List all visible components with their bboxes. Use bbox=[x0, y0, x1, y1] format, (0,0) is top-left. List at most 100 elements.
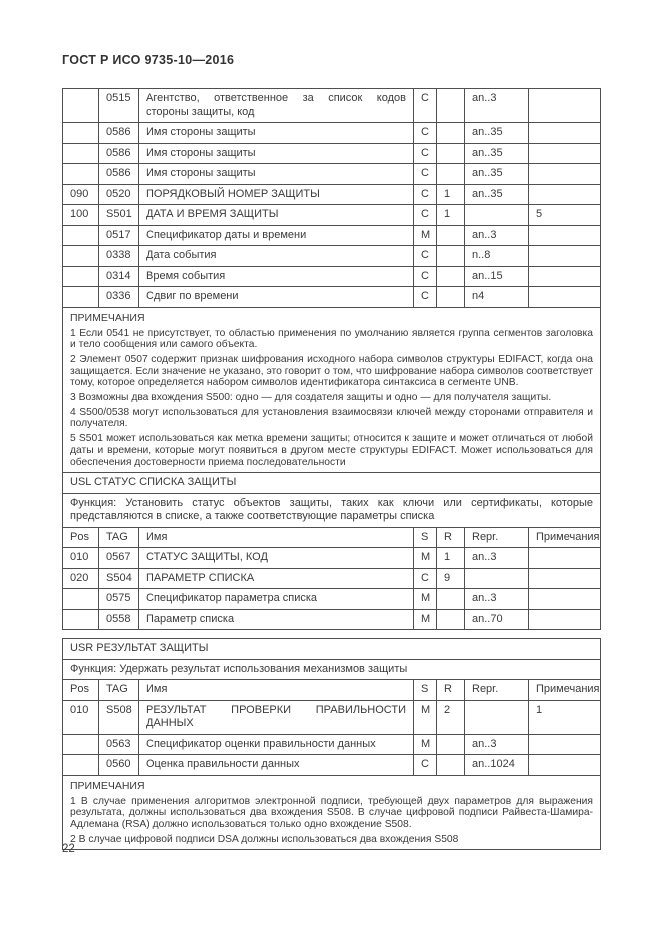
usr-notes-cell: ПРИМЕЧАНИЯ 1 В случае применения алгорит… bbox=[61, 774, 602, 851]
table-cell: 0520 bbox=[98, 183, 139, 205]
usl-function-text: Функция: Установить статус объектов защи… bbox=[62, 492, 601, 528]
table-cell: an..35 bbox=[464, 142, 529, 164]
table-cell: Сдвиг по времени bbox=[138, 286, 414, 308]
table-cell: 010 bbox=[62, 699, 99, 735]
table-cell bbox=[62, 122, 99, 144]
column-header: S bbox=[413, 526, 437, 549]
table-cell bbox=[62, 608, 99, 631]
usd-security-segment-table: 0515 Агентство, ответственное за список к… bbox=[62, 88, 601, 631]
usr-function-text: Функция: Удержать результат использовани… bbox=[61, 658, 602, 680]
column-header: Имя bbox=[138, 526, 414, 549]
table-cell: Оценка правильности данных bbox=[138, 754, 414, 776]
table-cell: 0586 bbox=[98, 163, 139, 185]
table-cell bbox=[436, 142, 465, 164]
table-cell: C bbox=[413, 567, 437, 590]
table-cell bbox=[527, 733, 602, 755]
table-row: 010 S508 РЕЗУЛЬТАТ ПРОВЕРКИ ПРАВИЛЬНОСТИ Д… bbox=[62, 699, 602, 735]
column-header: Repr. bbox=[464, 679, 529, 701]
page-number: 22 bbox=[62, 843, 75, 855]
table-cell bbox=[62, 588, 99, 610]
table-cell: C bbox=[413, 245, 437, 267]
table-cell bbox=[62, 224, 99, 246]
usr-notes-section: ПРИМЕЧАНИЯ 1 В случае применения алгорит… bbox=[61, 774, 602, 851]
usr-column-header-row: Pos TAG Имя S R Repr. Примечания bbox=[62, 679, 602, 701]
table-cell: Спецификатор даты и времени bbox=[138, 224, 414, 246]
table-cell: 5 bbox=[528, 204, 601, 226]
table-cell bbox=[62, 88, 99, 123]
table-cell: C bbox=[413, 142, 437, 164]
usd-notes-paragraphs: 1 Если 0541 не присутствует, то областью… bbox=[70, 328, 593, 469]
table-cell: РЕЗУЛЬТАТ ПРОВЕРКИ ПРАВИЛЬНОСТИ ДАННЫХ bbox=[138, 699, 414, 735]
table-cell: 0314 bbox=[98, 265, 139, 287]
table-cell bbox=[528, 245, 601, 267]
table-cell bbox=[436, 88, 465, 123]
usl-function-row: Функция: Установить статус объектов защи… bbox=[62, 492, 601, 528]
table-cell bbox=[62, 163, 99, 185]
document-header: ГОСТ Р ИСО 9735-10—2016 bbox=[62, 53, 235, 67]
table-cell bbox=[528, 588, 601, 610]
table-cell: C bbox=[413, 754, 437, 776]
table-cell: S504 bbox=[98, 567, 139, 590]
table-cell: 100 bbox=[62, 204, 99, 226]
table-cell: an..15 bbox=[464, 265, 529, 287]
note-paragraph: 4 S500/0538 могут использоваться для уст… bbox=[70, 406, 593, 430]
table-cell bbox=[436, 733, 465, 755]
table-cell bbox=[528, 265, 601, 287]
notes-title: ПРИМЕЧАНИЯ bbox=[70, 779, 145, 792]
table-cell bbox=[436, 265, 465, 287]
table-cell: C bbox=[413, 163, 437, 185]
table-cell: an..35 bbox=[464, 163, 529, 185]
table-cell: 0586 bbox=[98, 122, 139, 144]
table-cell bbox=[436, 588, 465, 610]
table-cell: 0586 bbox=[98, 142, 139, 164]
table-cell: an..1024 bbox=[464, 754, 529, 776]
table-cell bbox=[62, 265, 99, 287]
column-header: Примечания bbox=[528, 526, 601, 549]
usl-section-title: USL СТАТУС СПИСКА ЗАЩИТЫ bbox=[62, 472, 601, 494]
usr-title-row: USR РЕЗУЛЬТАТ ЗАЩИТЫ bbox=[61, 638, 602, 660]
usr-heading-section: USR РЕЗУЛЬТАТ ЗАЩИТЫ Функция: Удержать р… bbox=[61, 638, 602, 701]
table-cell: Имя стороны защиты bbox=[138, 122, 414, 144]
usr-notes-paragraphs: 1 В случае применения алгоритмов электро… bbox=[70, 796, 593, 846]
note-paragraph: 2 Элемент 0507 содержит признак шифрован… bbox=[70, 353, 593, 389]
table-cell: Время события bbox=[138, 265, 414, 287]
table-cell bbox=[62, 245, 99, 267]
table-cell: Имя стороны защиты bbox=[138, 163, 414, 185]
table-cell: 2 bbox=[436, 699, 465, 735]
table-cell bbox=[62, 286, 99, 308]
table-cell: an..3 bbox=[464, 733, 529, 755]
table-cell: M bbox=[413, 547, 437, 569]
table-cell bbox=[528, 547, 601, 569]
column-header: Имя bbox=[138, 679, 414, 701]
table-cell bbox=[528, 608, 601, 631]
column-header: TAG bbox=[98, 526, 139, 549]
table-cell: C bbox=[413, 122, 437, 144]
column-header: TAG bbox=[98, 679, 139, 701]
table-cell: M bbox=[413, 588, 437, 610]
table-cell: n..8 bbox=[464, 245, 529, 267]
column-header: Pos bbox=[62, 526, 99, 549]
notes-title: ПРИМЕЧАНИЯ bbox=[70, 311, 145, 324]
usd-notes-cell: ПРИМЕЧАНИЯ 1 Если 0541 не присутствует, … bbox=[62, 306, 601, 474]
usr-notes-row: ПРИМЕЧАНИЯ 1 В случае применения алгорит… bbox=[61, 774, 602, 851]
note-paragraph: 3 Возможны два вхождения S500: одно — дл… bbox=[70, 392, 552, 404]
table-cell: an..35 bbox=[464, 122, 529, 144]
table-cell: ДАТА И ВРЕМЯ ЗАЩИТЫ bbox=[138, 204, 414, 226]
table-row: 010 0567 СТАТУС ЗАЩИТЫ, КОД M 1 an..3 bbox=[62, 547, 601, 569]
column-header: Repr. bbox=[464, 526, 529, 549]
table-cell: M bbox=[413, 733, 437, 755]
table-cell: Спецификатор параметра списка bbox=[138, 588, 414, 610]
table-cell bbox=[464, 699, 529, 735]
table-cell: 0558 bbox=[98, 608, 139, 631]
table-cell bbox=[528, 567, 601, 590]
table-cell bbox=[528, 88, 601, 123]
table-cell: 0563 bbox=[98, 733, 139, 755]
table-cell: C bbox=[413, 265, 437, 287]
table-cell bbox=[436, 245, 465, 267]
table-cell: 0560 bbox=[98, 754, 139, 776]
